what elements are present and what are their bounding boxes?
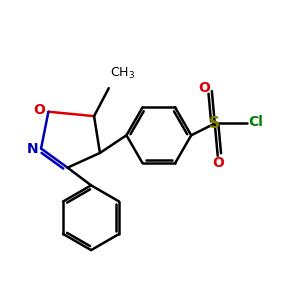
Text: Cl: Cl <box>249 115 263 129</box>
Text: O: O <box>199 81 210 95</box>
Text: N: N <box>26 142 38 155</box>
Text: CH$_3$: CH$_3$ <box>110 66 135 81</box>
Text: O: O <box>212 156 224 170</box>
Text: S: S <box>209 116 220 131</box>
Text: O: O <box>34 103 46 117</box>
